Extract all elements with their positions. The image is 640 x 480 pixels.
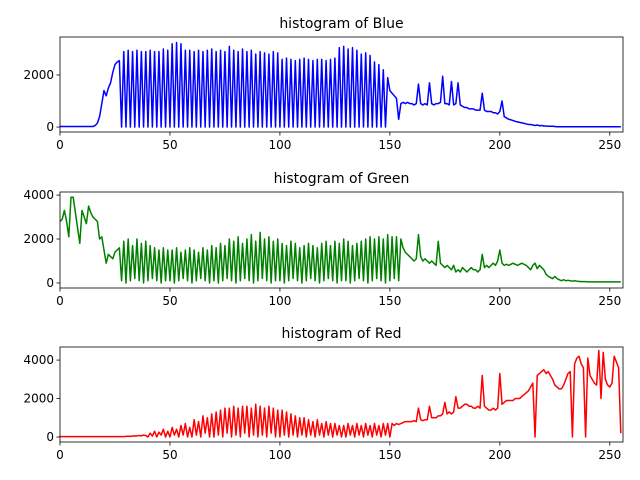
plot-area xyxy=(60,349,622,438)
x-tick-label: 100 xyxy=(268,448,291,462)
x-tick-label: 0 xyxy=(56,138,64,152)
y-tick-label: 0 xyxy=(46,120,54,134)
subplot: histogram of Red 0 50 100 150 200 250 0 2000 4000 xyxy=(23,326,624,462)
x-tick-label: 150 xyxy=(378,138,401,152)
x-tick-label: 250 xyxy=(598,448,621,462)
x-tick-label: 150 xyxy=(378,448,401,462)
data-line xyxy=(60,196,621,284)
x-tick-label: 200 xyxy=(488,138,511,152)
data-line xyxy=(60,349,622,438)
axes-frame xyxy=(59,191,624,289)
axes-frame xyxy=(59,36,624,133)
subplot: histogram of Green 0 50 100 150 200 250 0 2000 40… xyxy=(23,171,624,308)
y-tick-label: 4000 xyxy=(23,188,54,202)
y-tick-label: 2000 xyxy=(23,392,54,406)
subplot: histogram of Blue 0 50 100 150 200 250 0 2000 xyxy=(23,16,624,152)
x-tick-label: 200 xyxy=(488,448,511,462)
x-tick-label: 150 xyxy=(378,294,401,308)
x-tick-label: 0 xyxy=(56,294,64,308)
x-tick-label: 50 xyxy=(162,448,177,462)
y-tick-label: 4000 xyxy=(23,353,54,367)
y-tick-label: 2000 xyxy=(23,232,54,246)
x-tick-label: 50 xyxy=(162,294,177,308)
x-tick-label: 200 xyxy=(488,294,511,308)
data-line xyxy=(60,41,621,128)
x-tick-label: 250 xyxy=(598,138,621,152)
axes-frame xyxy=(59,346,624,443)
subplot-title: histogram of Green xyxy=(274,171,410,187)
plot-area xyxy=(60,196,621,284)
x-tick-label: 250 xyxy=(598,294,621,308)
x-tick-label: 100 xyxy=(268,138,291,152)
x-tick-label: 100 xyxy=(268,294,291,308)
plot-area xyxy=(60,41,621,128)
subplot-title: histogram of Blue xyxy=(279,16,403,32)
y-tick-label: 0 xyxy=(46,430,54,444)
y-tick-label: 0 xyxy=(46,276,54,290)
subplot-title: histogram of Red xyxy=(282,326,402,342)
y-tick-label: 2000 xyxy=(23,68,54,82)
x-tick-label: 50 xyxy=(162,138,177,152)
x-tick-label: 0 xyxy=(56,448,64,462)
